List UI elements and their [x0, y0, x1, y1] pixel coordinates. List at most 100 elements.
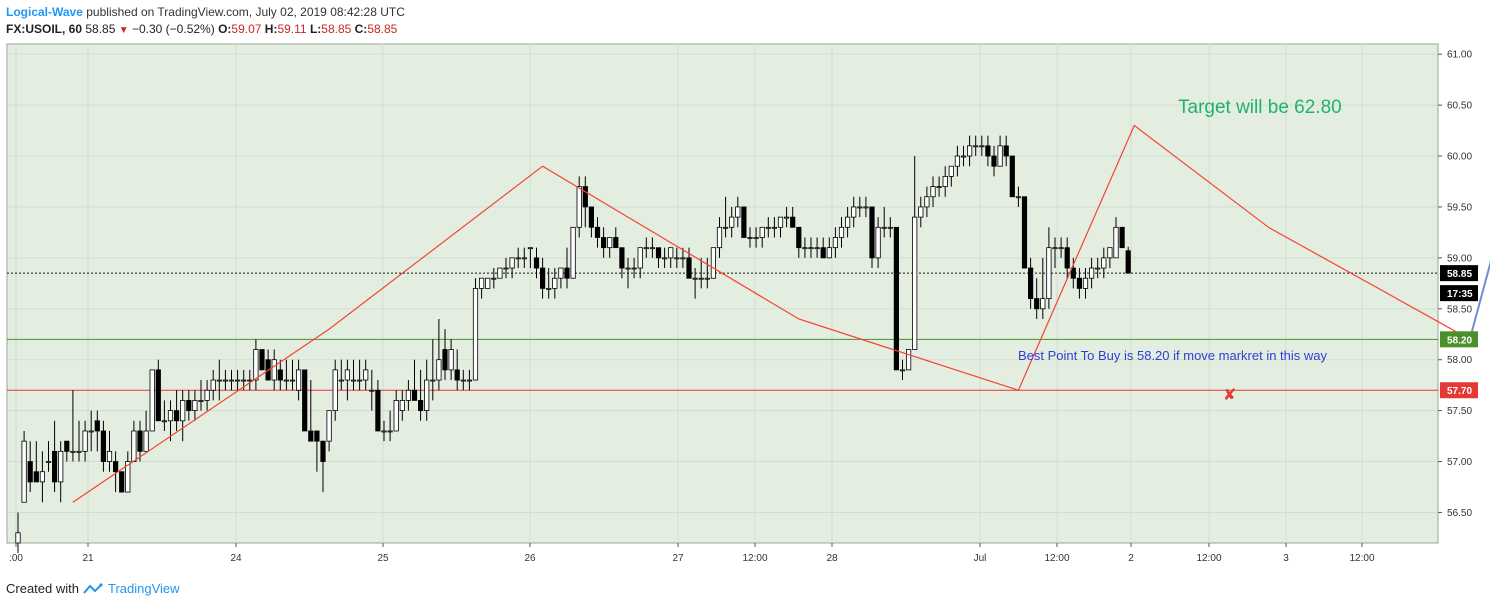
candle-body — [930, 186, 936, 198]
price-label-box-timer — [1440, 285, 1478, 302]
candle-body — [485, 277, 491, 289]
time-axis[interactable]: :00 21 24 25 26 27 12:00 28 Jul 12:00 2 12:00 3 12:00 — [9, 543, 1375, 564]
candle-body — [954, 155, 961, 167]
low-label: L: — [309, 22, 322, 36]
x-tick-label: 3 — [1283, 553, 1289, 564]
footer: Created with TradingView — [6, 581, 180, 596]
close-value: 58.85 — [367, 22, 398, 36]
candle-body — [662, 257, 668, 260]
candle-body — [228, 379, 235, 382]
candle-body — [161, 420, 167, 423]
candle-body — [582, 186, 588, 208]
candle-body — [625, 267, 631, 270]
candle-body — [1040, 298, 1046, 310]
x-tick-label: 27 — [672, 553, 684, 564]
candle-body — [204, 389, 210, 401]
candle-body — [466, 379, 473, 382]
x-tick-label: 21 — [82, 553, 94, 564]
candle-body — [967, 145, 973, 157]
candle-body — [277, 369, 283, 381]
forecast-arrow-line — [1468, 260, 1490, 340]
candle-body — [704, 277, 710, 280]
x-tick-label: 12:00 — [1044, 553, 1069, 564]
y-tick-label: 57.00 — [1447, 457, 1472, 468]
candle-body — [710, 247, 717, 279]
candle-body — [1064, 247, 1070, 269]
candle-body — [942, 175, 948, 187]
candle-body — [399, 400, 405, 412]
symbol-label: FX:USOIL, 60 — [6, 22, 83, 36]
candle-body — [271, 359, 277, 381]
stop-x-icon: ✘ — [1223, 385, 1236, 404]
candle-body — [698, 277, 704, 280]
candle-body — [796, 226, 802, 249]
candle-body — [387, 430, 393, 433]
candle-body — [58, 450, 64, 483]
tradingview-icon — [83, 582, 103, 594]
candle-body — [448, 349, 454, 371]
candle-body — [338, 379, 344, 382]
candle-body — [88, 430, 94, 433]
candle-body — [308, 430, 314, 442]
candle-body — [790, 216, 796, 228]
candle-body — [411, 389, 418, 401]
candle-body — [552, 277, 558, 289]
candle-body — [1076, 277, 1082, 289]
price-label-last: 58.85 — [1447, 269, 1472, 280]
candle-body — [784, 216, 790, 219]
open-value: 59.07 — [231, 22, 262, 36]
candle-body — [143, 430, 149, 452]
candle-body — [973, 145, 979, 148]
candle-body — [832, 237, 839, 249]
candle-body — [588, 206, 595, 228]
candle-body — [253, 349, 259, 381]
candle-body — [424, 379, 430, 412]
candle-body — [356, 379, 363, 382]
down-triangle-icon: ▼ — [118, 25, 129, 36]
y-tick-label: 58.50 — [1447, 304, 1472, 315]
candle-body — [363, 369, 369, 381]
price-chart[interactable]: 61.00 60.50 60.00 59.50 59.00 58.50 58.00 57.50… — [0, 0, 1490, 580]
candle-body — [1046, 247, 1052, 299]
pattern-drawing — [72, 124, 1490, 503]
candle-body — [1052, 247, 1058, 250]
candle-body — [723, 226, 729, 229]
candle-body — [655, 247, 662, 259]
candle-body — [1028, 267, 1034, 299]
candle-body — [863, 206, 869, 209]
candle-body — [979, 145, 985, 148]
candle-body — [289, 379, 296, 382]
x-tick-label: :00 — [9, 553, 23, 564]
price-label-box-stop — [1440, 382, 1478, 399]
candle-body — [210, 379, 216, 391]
candle-body — [125, 461, 131, 493]
candle-body — [186, 400, 192, 412]
candle-body — [637, 247, 643, 269]
candle-body — [735, 206, 741, 218]
candle-body — [430, 379, 436, 382]
price-label-timer: 17:35 — [1447, 289, 1473, 300]
candle-body — [527, 247, 534, 250]
publish-header: Logical-Wave published on TradingView.co… — [6, 5, 405, 19]
author-name[interactable]: Logical-Wave — [6, 5, 83, 19]
candle-body — [716, 226, 723, 249]
candle-body — [393, 400, 399, 432]
candle-body — [113, 461, 119, 473]
candle-body — [1009, 155, 1015, 198]
candle-body — [619, 247, 625, 269]
ohlc-header: FX:USOIL, 60 58.85 ▼ −0.30 (−0.52%) O:59… — [6, 22, 397, 36]
tradingview-logo[interactable]: TradingView — [83, 581, 180, 596]
candle-body — [320, 440, 326, 462]
candle-body — [570, 226, 576, 279]
candle-body — [100, 430, 106, 462]
candle-body — [39, 471, 46, 483]
candle-body — [369, 389, 375, 392]
candle-body — [27, 461, 33, 483]
plot-area[interactable] — [6, 43, 1439, 544]
price-axis[interactable]: 61.00 60.50 60.00 59.50 59.00 58.50 58.00 57.50… — [1438, 50, 1478, 519]
candle-body — [692, 277, 698, 280]
candle-body — [173, 410, 180, 422]
x-tick-label: 25 — [377, 553, 389, 564]
candle-body — [106, 450, 113, 462]
candle-body — [417, 400, 424, 412]
